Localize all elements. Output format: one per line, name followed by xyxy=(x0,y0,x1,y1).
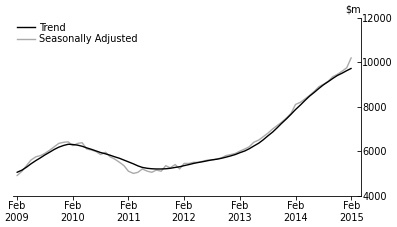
Text: $m: $m xyxy=(345,4,361,14)
Legend: Trend, Seasonally Adjusted: Trend, Seasonally Adjusted xyxy=(17,22,137,44)
